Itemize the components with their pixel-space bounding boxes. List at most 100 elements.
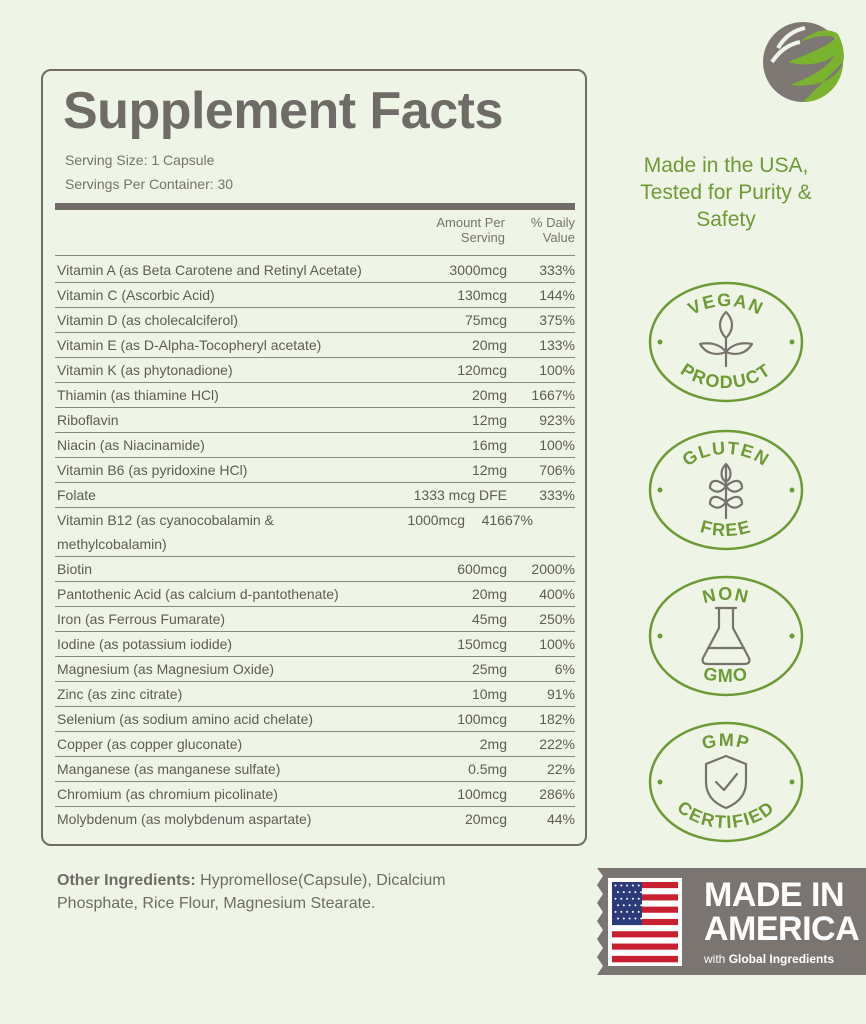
nutrient-daily-value: 375%: [539, 312, 575, 328]
nutrient-name: Manganese (as manganese sulfate): [57, 761, 281, 777]
nutrient-row: Manganese (as manganese sulfate) 0.5mg 22%: [55, 757, 575, 782]
nutrient-daily-value: 44%: [546, 811, 575, 827]
flag-star: [617, 917, 619, 920]
nutrient-row: Thiamin (as thiamine HCl) 20mg 1667%: [55, 383, 575, 408]
made-in-title: MADE IN AMERICA: [704, 876, 860, 948]
nutrient-row: Selenium (as sodium amino acid chelate) 1…: [55, 707, 575, 732]
badge-bottom-text: FREE: [698, 516, 753, 540]
nutrient-amount: 1000mcg: [407, 512, 465, 528]
badge-icon: [708, 462, 744, 520]
nutrient-name: Iodine (as potassium iodide): [57, 636, 233, 652]
nutrient-daily-value: 133%: [539, 337, 575, 353]
flag-star: [631, 910, 634, 913]
nutrient-row: Molybdenum (as molybdenum aspartate) 20mc…: [55, 807, 575, 831]
nutrient-daily-value: 91%: [546, 686, 575, 702]
badge-dot: [657, 339, 663, 345]
flag-star: [628, 904, 631, 907]
flag-stripe: [612, 906, 678, 914]
nutrient-amount: 100mcg: [457, 786, 507, 802]
nutrient-row: Chromium (as chromium picolinate) 100mcg 2…: [55, 782, 575, 807]
flag-stripe: [612, 949, 678, 957]
nutrient-name: Molybdenum (as molybdenum aspartate): [57, 811, 312, 827]
made-in-global: Global Ingredients: [728, 952, 835, 966]
flag-star: [626, 910, 629, 913]
badge-bottom-label: CERTIFIED: [674, 797, 777, 832]
badge-top-label: GMP: [700, 730, 751, 754]
nutrient-row: Niacin (as Niacinamide) 16mg 100%: [55, 433, 575, 458]
nutrient-amount: 45mg: [471, 611, 507, 627]
other-ingredients: Other Ingredients: Hypromellose(Capsule)…: [57, 869, 527, 915]
nutrient-row: Copper (as copper gluconate) 2mg 222%: [55, 732, 575, 757]
flag-star: [640, 917, 643, 920]
flag-stripe: [612, 943, 678, 950]
flag-star: [640, 891, 643, 894]
nutrient-amount: 120mcg: [457, 362, 507, 378]
flag-stripe: [612, 888, 678, 895]
facts-title: Supplement Facts: [63, 82, 503, 140]
flag-stripe: [612, 925, 678, 932]
nutrient-name: Vitamin D (as cholecalciferol): [57, 312, 239, 328]
nutrient-amount: 150mcg: [457, 636, 507, 652]
other-ingredients-text: Hypromellose(Capsule), Dicalcium Phospha…: [57, 872, 446, 912]
nutrient-amount: 20mg: [471, 337, 507, 353]
flag-stripe: [612, 955, 678, 963]
nutrient-name: Folate: [57, 487, 96, 503]
badge-top-text: VEGAN: [685, 290, 767, 319]
nutrient-name: Vitamin B6 (as pyridoxine HCl): [57, 462, 248, 478]
badge-bottom-label: GMO: [702, 663, 749, 686]
flag-star: [620, 910, 623, 913]
badge-top-label: VEGAN: [685, 290, 766, 319]
flag-star: [626, 897, 629, 900]
badge-dot: [657, 633, 663, 639]
made-in-with: with: [704, 952, 726, 966]
flag-star: [640, 904, 643, 907]
nutrient-daily-value: 100%: [539, 362, 575, 378]
flag-star: [626, 884, 629, 887]
nutrient-daily-value: 182%: [539, 711, 575, 727]
badge-dot: [657, 779, 663, 785]
flag-star: [634, 891, 637, 894]
nutrient-amount: 2mg: [479, 736, 507, 752]
other-ingredients-label: Other Ingredients:: [57, 872, 196, 889]
nutrient-daily-value: 41667%: [481, 512, 533, 528]
nutrient-name: Vitamin K (as phytonadione): [57, 362, 233, 378]
badge-icon: [701, 606, 751, 666]
made-in-text: MADE IN AMERICA with Global Ingredients: [704, 878, 864, 966]
made-in-banner: [597, 868, 866, 975]
flag-star: [622, 891, 625, 894]
nutrient-daily-value: 22%: [546, 761, 575, 777]
flag-star: [637, 897, 640, 900]
nutrient-daily-value: 286%: [539, 786, 575, 802]
badge: GMP CERTIFIED: [648, 721, 804, 843]
us-flag: [612, 882, 678, 963]
nutrient-amount: 20mg: [471, 387, 507, 403]
nutrient-amount: 3000mcg: [449, 262, 507, 278]
nutrient-name: Thiamin (as thiamine HCl): [57, 387, 219, 403]
flag-stripe: [612, 937, 678, 944]
nutrient-daily-value: 333%: [539, 262, 575, 278]
flag-star: [617, 904, 619, 907]
badge-ring: [648, 721, 804, 843]
table-header: Amount Per Serving % Daily Value: [55, 215, 575, 256]
flag-stripe: [612, 882, 678, 889]
badge-icon: [698, 310, 754, 368]
nutrient-daily-value: 100%: [539, 437, 575, 453]
flag-star: [637, 884, 640, 887]
flag-stripe: [612, 912, 678, 920]
nutrient-name: Pantothenic Acid (as calcium d-pantothen…: [57, 586, 339, 602]
nutrient-row: Biotin 600mcg 2000%: [55, 557, 575, 582]
nutrient-amount: 75mcg: [464, 312, 507, 328]
supplement-facts-panel: Supplement Facts Serving Size: 1 Capsule…: [41, 69, 587, 846]
nutrient-row: Zinc (as zinc citrate) 10mg 91%: [55, 682, 575, 707]
flag-star: [620, 897, 623, 900]
nutrient-row: Magnesium (as Magnesium Oxide) 25mg 6%: [55, 657, 575, 682]
badge-top-text: GMP: [700, 730, 752, 754]
badge-ring: [648, 429, 804, 551]
badge-top-text: NON: [700, 584, 751, 607]
nutrient-daily-value: 400%: [539, 586, 575, 602]
amount-header: Amount Per Serving: [436, 215, 505, 245]
claim: Made in the USA, Tested for Purity & Saf…: [640, 154, 812, 231]
nutrient-name: Niacin (as Niacinamide): [57, 437, 205, 453]
